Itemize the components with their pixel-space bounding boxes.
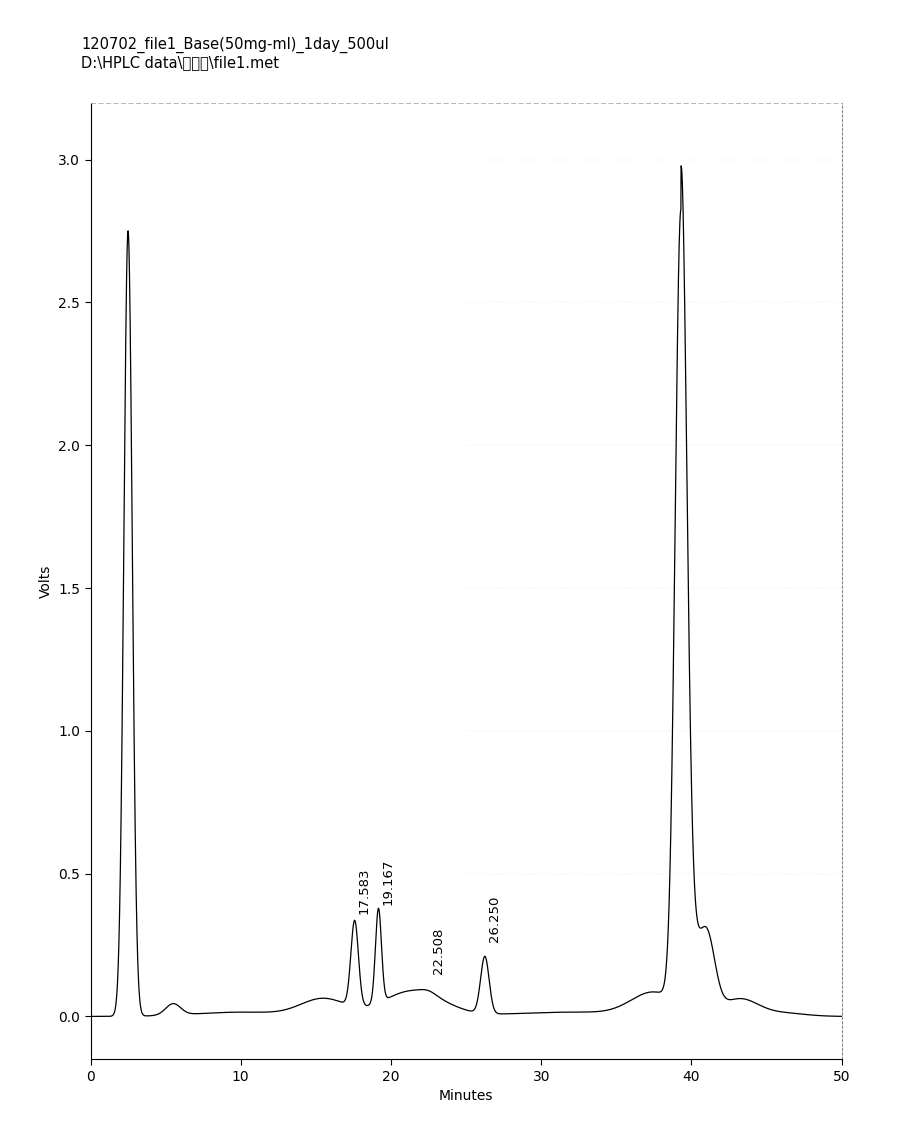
- Text: 22.508: 22.508: [432, 927, 444, 974]
- Text: 120702_file1_Base(50mg-ml)_1day_500ul: 120702_file1_Base(50mg-ml)_1day_500ul: [81, 36, 389, 52]
- Text: 19.167: 19.167: [381, 859, 395, 906]
- X-axis label: Minutes: Minutes: [439, 1089, 493, 1104]
- Text: 17.583: 17.583: [357, 867, 371, 913]
- Y-axis label: Volts: Volts: [39, 564, 52, 598]
- Text: 26.250: 26.250: [488, 895, 500, 942]
- Text: D:\HPLC data\이재호\file1.met: D:\HPLC data\이재호\file1.met: [81, 55, 280, 69]
